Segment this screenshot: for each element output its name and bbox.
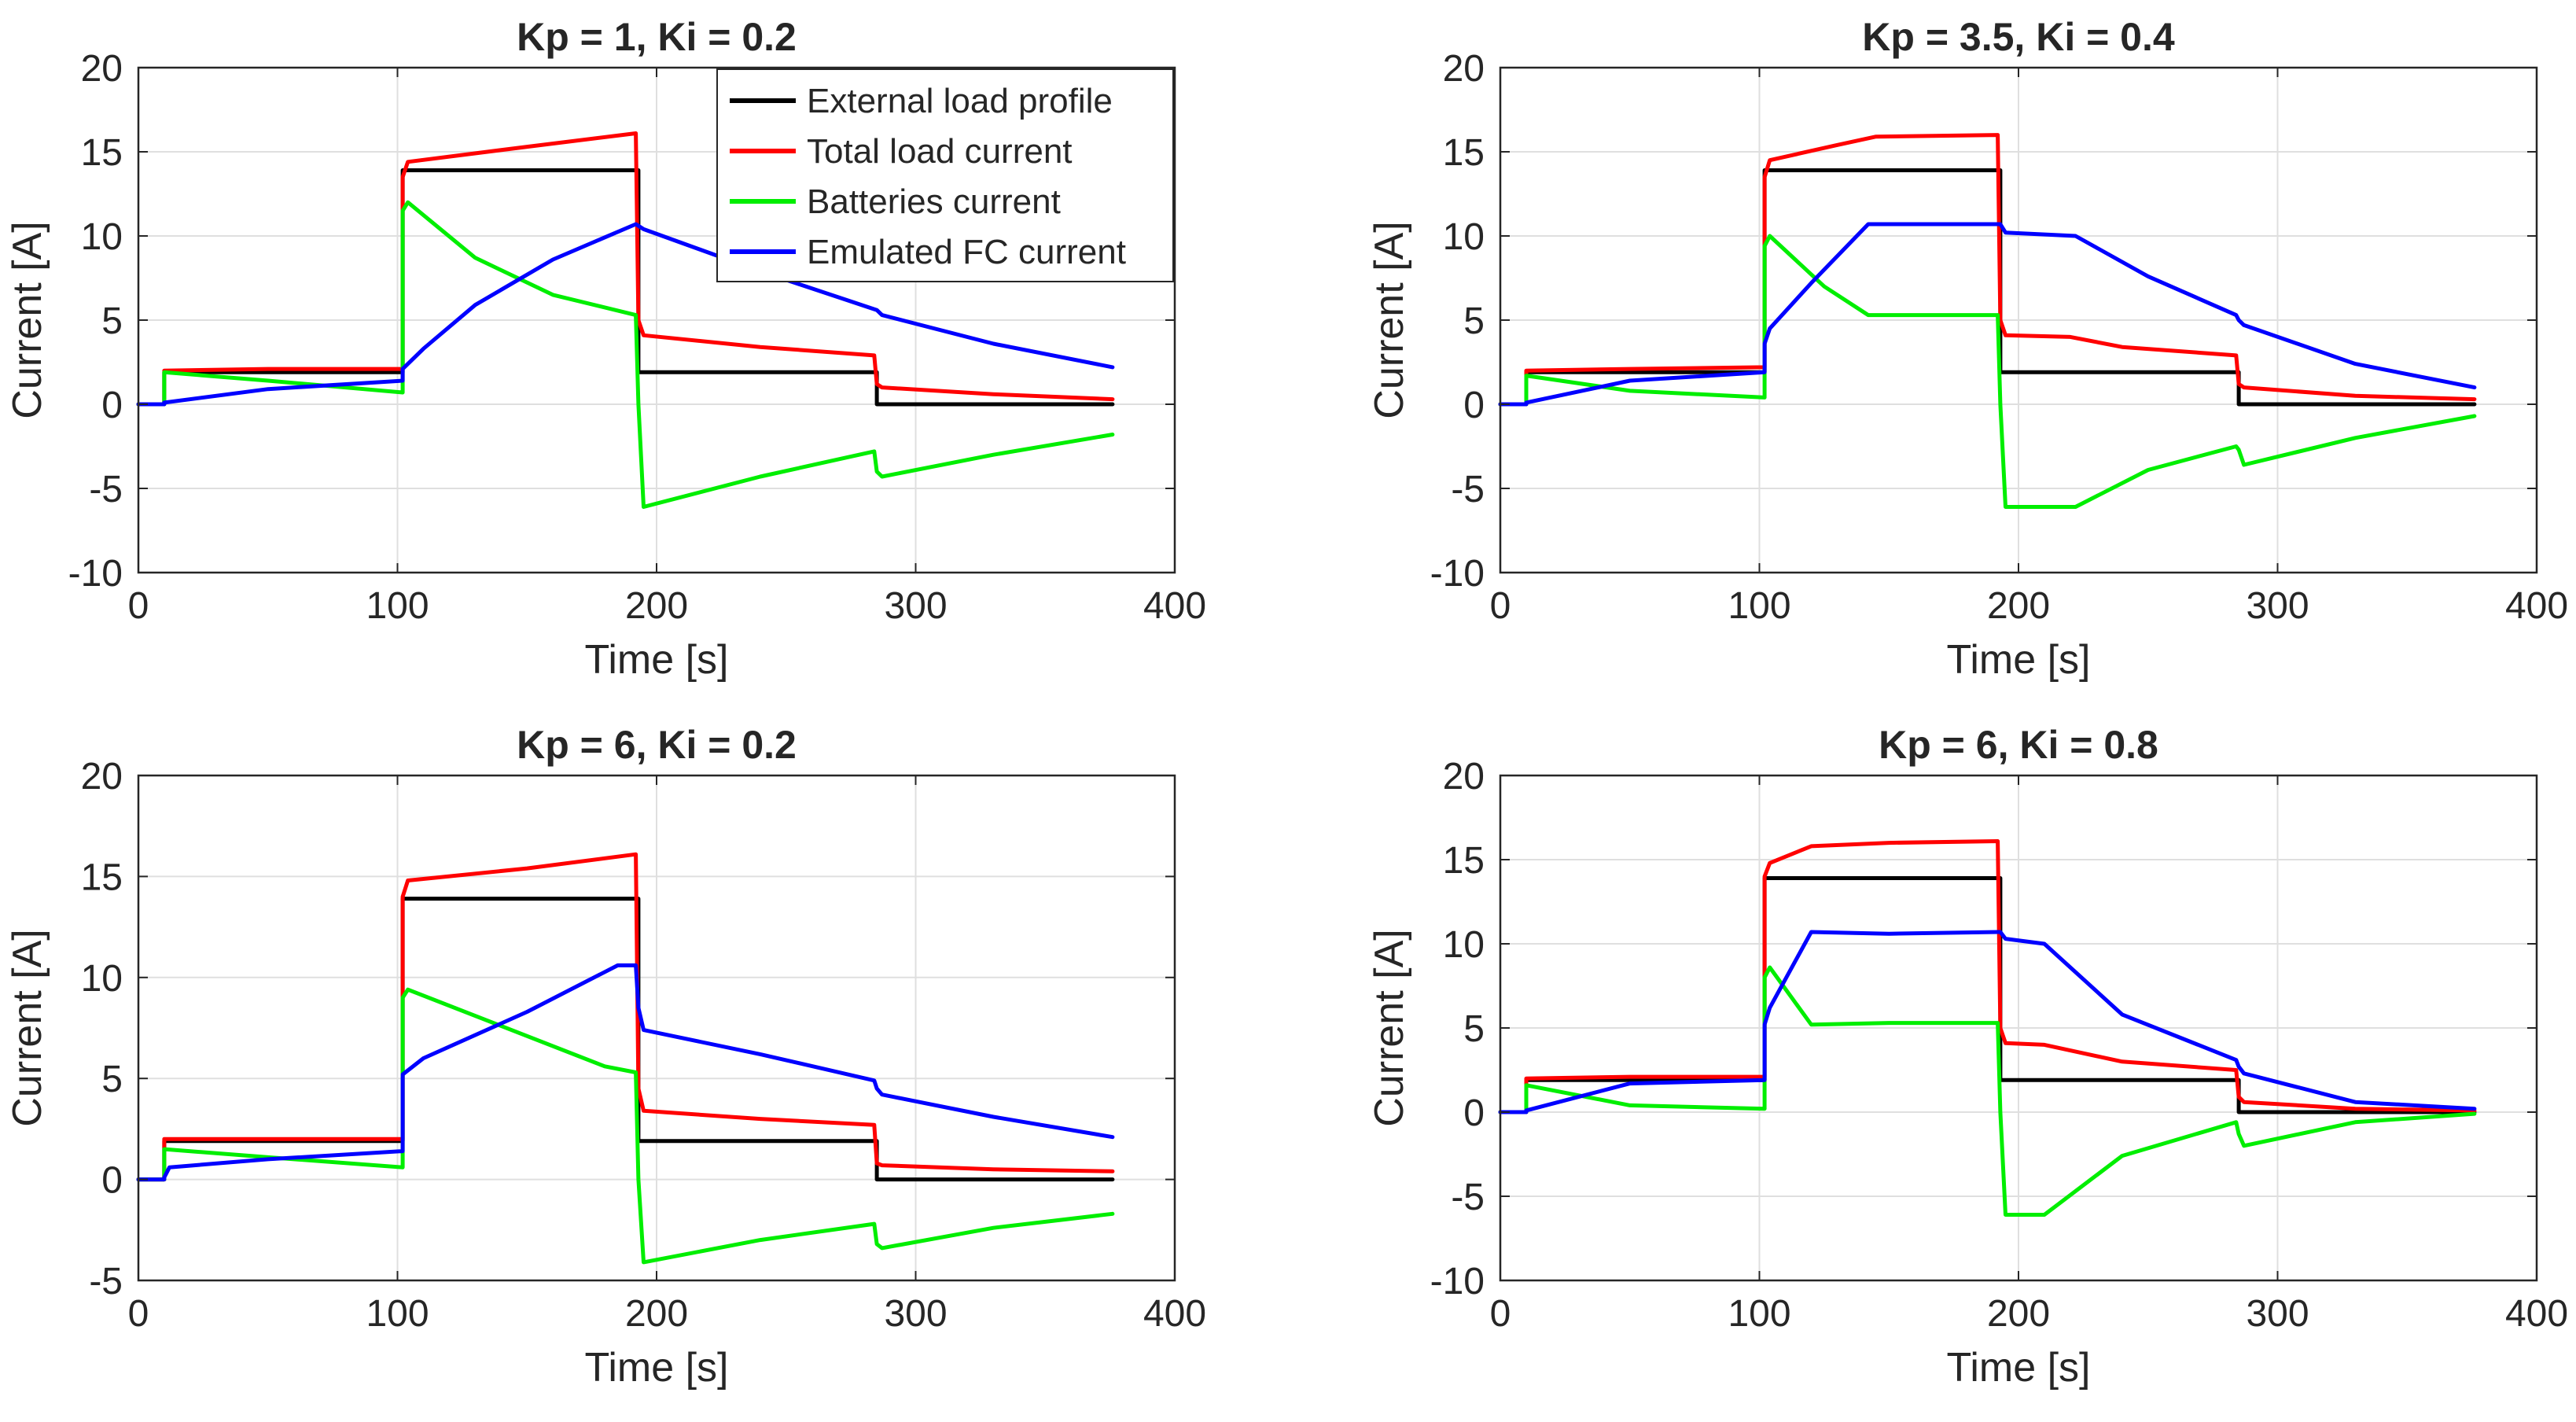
x-tick-label: 300 (2246, 1293, 2309, 1335)
legend-label-batteries-current: Batteries current (807, 182, 1061, 221)
y-tick-label: 5 (1463, 300, 1485, 342)
legend: External load profile Total load current B… (716, 68, 1174, 282)
series-line-batteries-current (1498, 965, 2477, 1217)
x-tick-label: 100 (366, 1293, 429, 1335)
series-line-emulated-fc-current (1498, 930, 2477, 1114)
series-line-total-load-current (1498, 133, 2477, 407)
y-tick-label: 10 (1443, 924, 1485, 966)
series-line-batteries-current (1498, 234, 2477, 509)
x-tick-label: 200 (1987, 1293, 2050, 1335)
y-tick-label: 20 (1443, 48, 1485, 90)
y-tick-label: -5 (1451, 1177, 1485, 1218)
y-tick-label: 0 (101, 1160, 123, 1202)
y-tick-label: 5 (101, 300, 123, 342)
subplot-2: 0 100 200 300 400 -10 -5 0 5 10 15 20 Kp = 3.5, Ki =… (1367, 15, 2568, 683)
y-tick-label: -10 (68, 553, 123, 595)
x-tick-label: 0 (128, 1293, 149, 1335)
x-tick-label: 400 (2505, 585, 2568, 627)
x-tick-label: 100 (1728, 585, 1790, 627)
y-tick-label: 0 (1463, 385, 1485, 426)
x-axis-label: Time [s] (1947, 637, 2091, 683)
series-line-total-load-current (1498, 839, 2477, 1114)
legend-box (716, 68, 1174, 282)
x-tick-label: 300 (884, 1293, 947, 1335)
y-axis-label: Current [A] (5, 221, 50, 418)
y-tick-label: 15 (81, 132, 123, 174)
y-tick-label: -5 (89, 1261, 123, 1302)
legend-label-total-load-current: Total load current (807, 132, 1073, 171)
y-tick-label: -10 (1430, 1261, 1485, 1302)
legend-label-emulated-fc-current: Emulated FC current (807, 233, 1126, 271)
chart-title: Kp = 1, Ki = 0.2 (517, 15, 797, 59)
x-tick-label: 400 (1143, 1293, 1206, 1335)
y-tick-label: 0 (1463, 1092, 1485, 1134)
y-tick-label: 5 (1463, 1008, 1485, 1050)
series-line-emulated-fc-current (1498, 222, 2477, 407)
series-line-total-load-current (136, 131, 1115, 407)
y-tick-label: 5 (101, 1059, 123, 1100)
x-tick-label: 300 (884, 585, 947, 627)
x-tick-label: 0 (1490, 1293, 1511, 1335)
x-tick-label: 200 (1987, 585, 2050, 627)
y-axis-label: Current [A] (5, 929, 50, 1126)
chart-title: Kp = 3.5, Ki = 0.4 (1862, 15, 2175, 59)
series-line-batteries-current (136, 987, 1115, 1265)
x-tick-label: 100 (366, 585, 429, 627)
chart-title: Kp = 6, Ki = 0.2 (517, 723, 797, 767)
y-tick-label: 10 (1443, 216, 1485, 258)
y-tick-label: 20 (81, 756, 123, 798)
series-line-batteries-current (136, 200, 1115, 509)
y-tick-label: -10 (1430, 553, 1485, 595)
y-axis-label: Current [A] (1367, 221, 1412, 418)
y-tick-label: 15 (1443, 840, 1485, 882)
x-tick-label: 200 (625, 585, 688, 627)
y-tick-label: 10 (81, 216, 123, 258)
subplot-4: 0 100 200 300 400 -10 -5 0 5 10 15 20 Kp = 6, Ki = 0… (1367, 723, 2568, 1391)
x-axis-label: Time [s] (585, 637, 729, 683)
x-tick-label: 300 (2246, 585, 2309, 627)
y-tick-label: 0 (101, 385, 123, 426)
series-line-emulated-fc-current (136, 963, 1115, 1182)
y-tick-label: -5 (89, 469, 123, 510)
series-line-total-load-current (136, 852, 1115, 1182)
x-tick-label: 400 (2505, 1293, 2568, 1335)
x-tick-label: 400 (1143, 585, 1206, 627)
x-tick-label: 0 (128, 585, 149, 627)
legend-label-external-load-profile: External load profile (807, 82, 1113, 120)
y-tick-label: -5 (1451, 469, 1485, 510)
x-tick-label: 0 (1490, 585, 1511, 627)
x-axis-label: Time [s] (585, 1345, 729, 1391)
y-tick-label: 10 (81, 958, 123, 1000)
y-tick-label: 20 (81, 48, 123, 90)
y-axis-label: Current [A] (1367, 929, 1412, 1126)
x-tick-label: 200 (625, 1293, 688, 1335)
subplot-1: 0 100 200 300 400 -10 -5 0 5 10 15 20 Kp = 1, Ki = 0… (5, 15, 1206, 683)
chart-title: Kp = 6, Ki = 0.8 (1879, 723, 2158, 767)
y-tick-label: 15 (1443, 132, 1485, 174)
series-line-emulated-fc-current (136, 222, 1115, 407)
x-axis-label: Time [s] (1947, 1345, 2091, 1391)
y-tick-label: 20 (1443, 756, 1485, 798)
x-tick-label: 100 (1728, 1293, 1790, 1335)
y-tick-label: 15 (81, 857, 123, 898)
